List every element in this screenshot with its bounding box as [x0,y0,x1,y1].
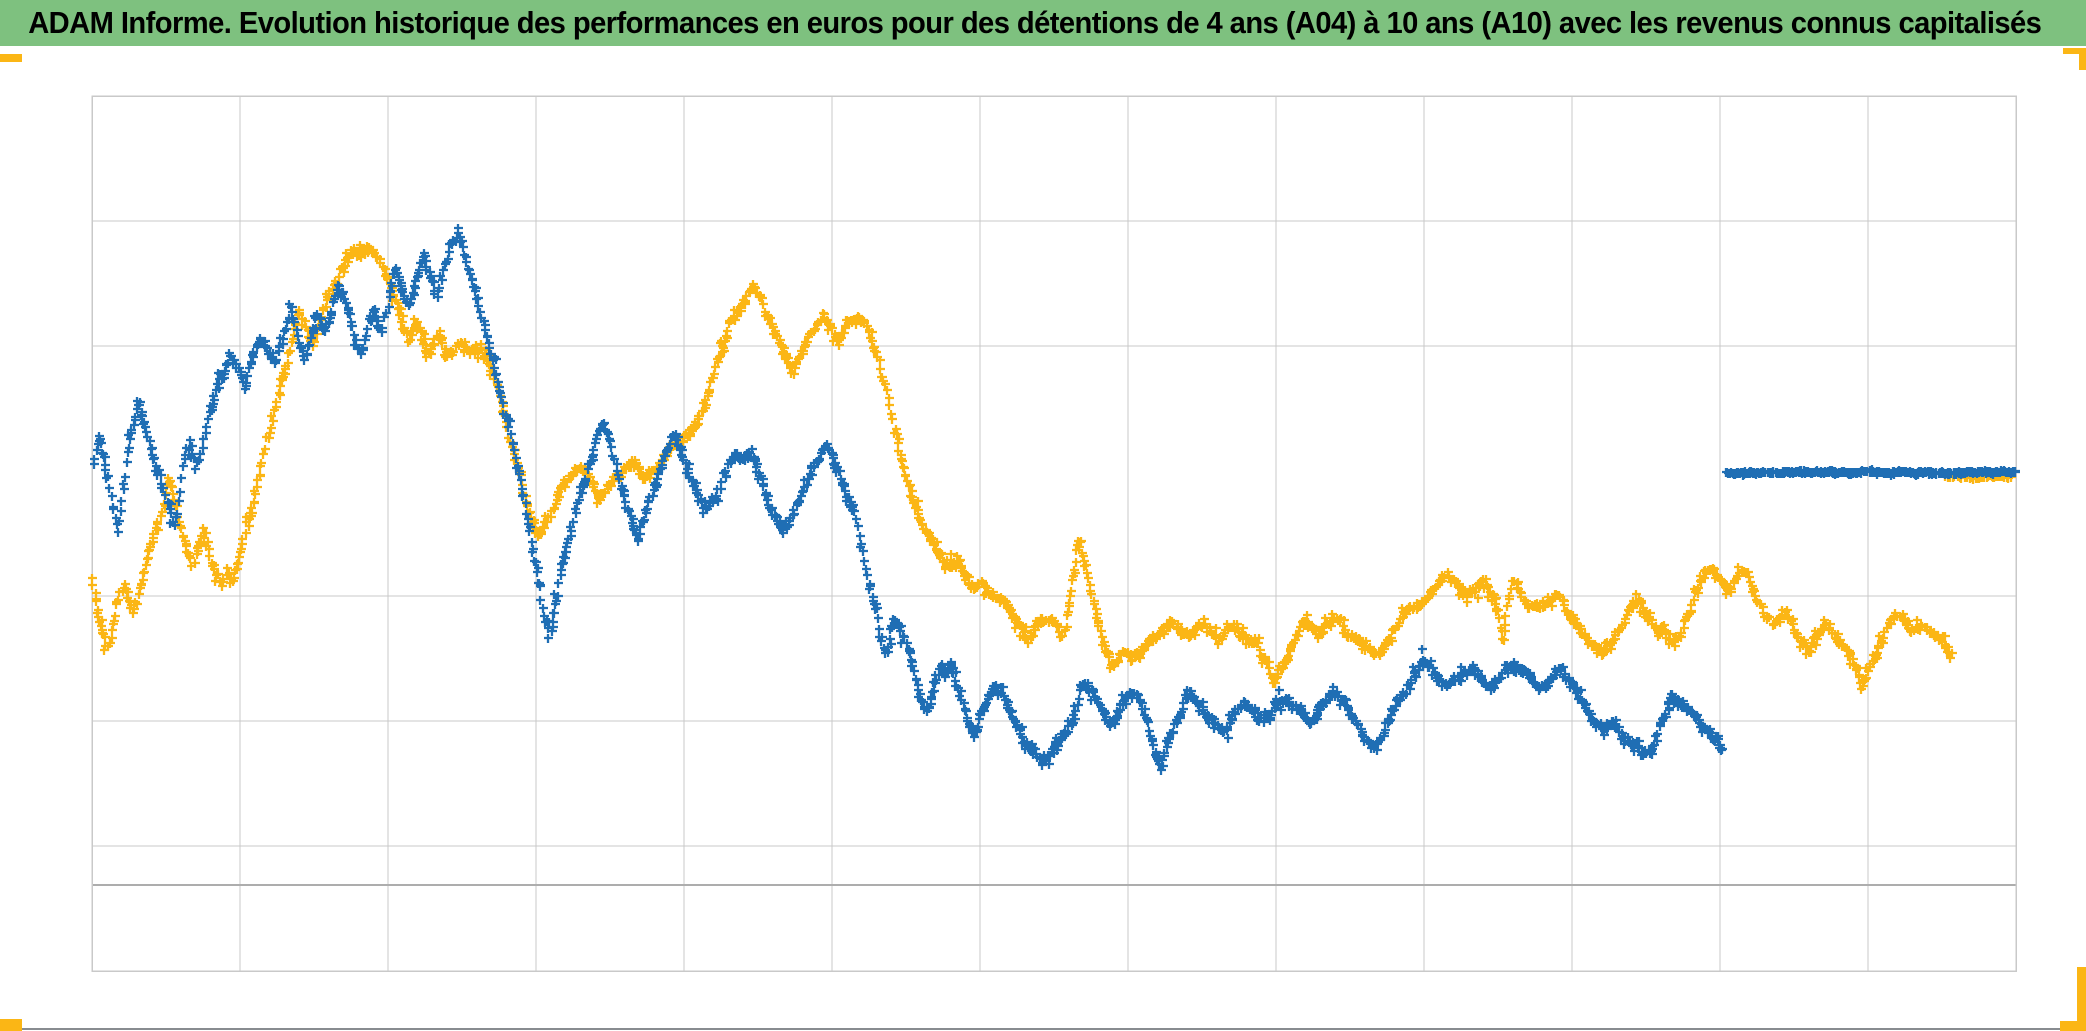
header-bar: ADAM Informe. Evolution historique des p… [0,0,2086,46]
corner-accent-bottom-right-horizontal [2060,1021,2086,1031]
bottom-border-line [0,1028,2086,1030]
page-title: ADAM Informe. Evolution historique des p… [28,5,2042,40]
corner-accent-top-right-horizontal [2063,48,2086,54]
corner-accent-bottom-right-vertical [2077,967,2086,1031]
corner-accent-top-right-vertical [2079,48,2086,70]
corner-accent-top-left [0,54,22,62]
corner-accent-bottom-left [0,1019,22,1031]
